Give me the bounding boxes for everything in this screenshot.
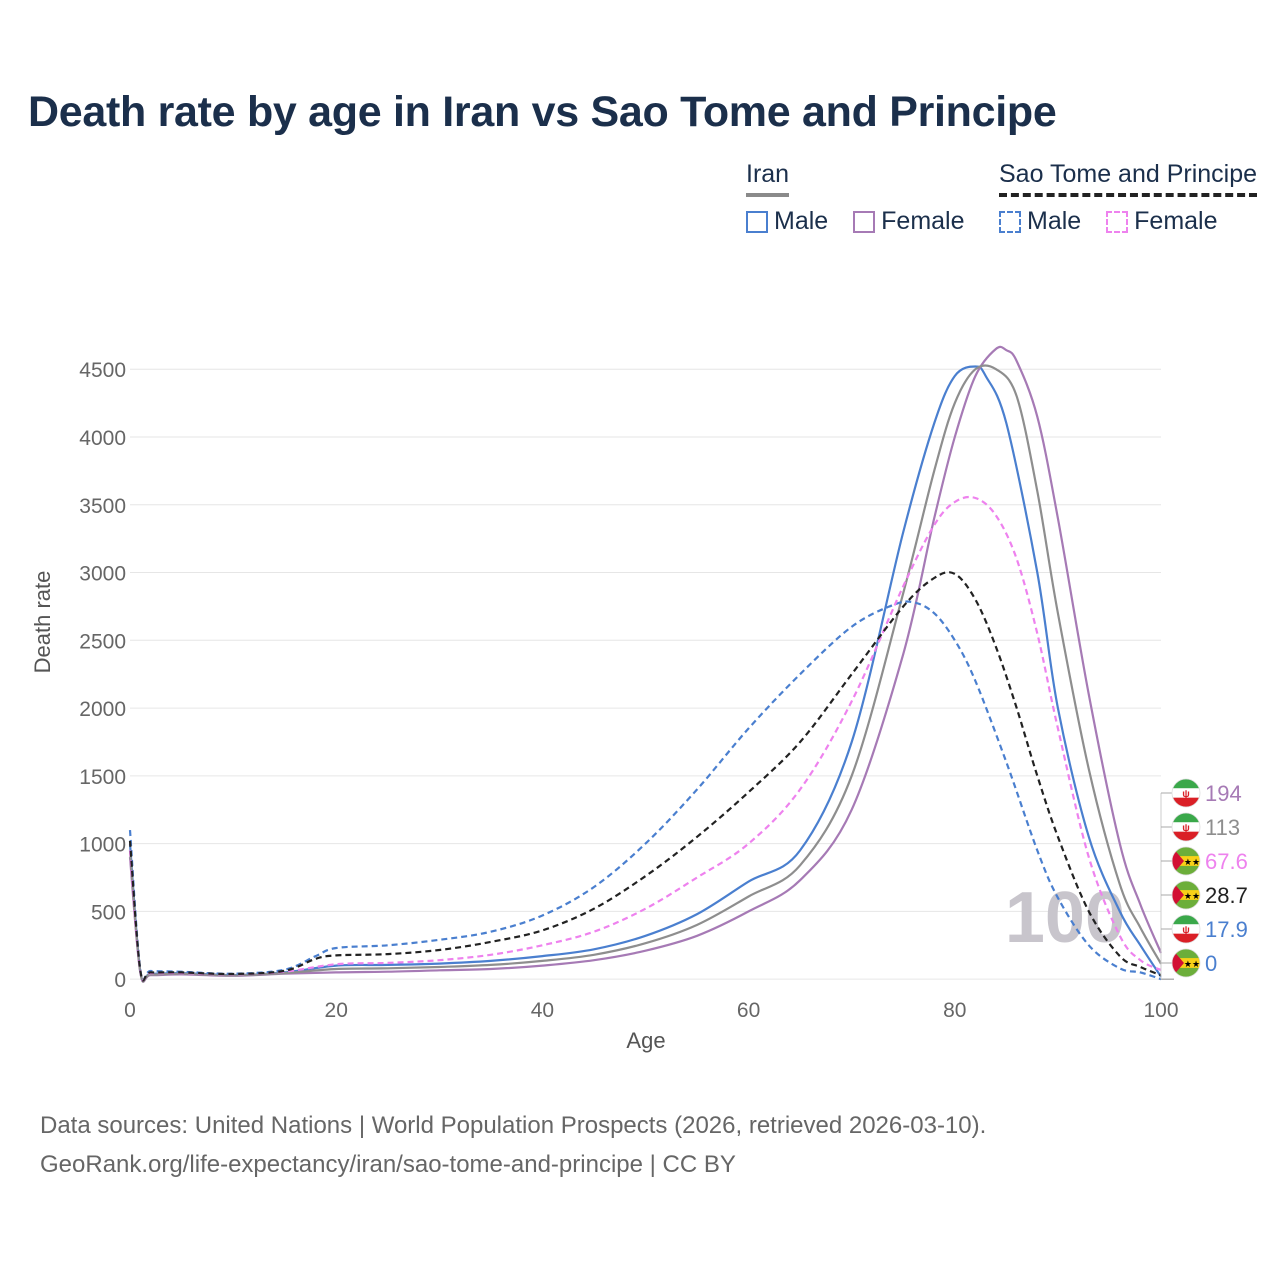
y-tick-label: 0 xyxy=(114,969,126,992)
legend-swatch xyxy=(1106,210,1129,233)
svg-text:ψ: ψ xyxy=(1182,823,1190,834)
x-tick-label: 60 xyxy=(737,999,760,1022)
footer: Data sources: United Nations | World Pop… xyxy=(40,1106,986,1184)
iran-flag-icon: ψ xyxy=(1171,914,1201,944)
legend-header-iran: Iran xyxy=(746,160,790,197)
x-tick-label: 0 xyxy=(124,999,136,1022)
x-axis-label: Age xyxy=(626,1028,665,1053)
legend-item-iran-female[interactable]: Female xyxy=(853,207,965,236)
y-tick-label: 4500 xyxy=(79,359,126,382)
y-tick-label: 4000 xyxy=(79,427,126,450)
series-line-iran-both xyxy=(128,364,1162,983)
end-value-label: 194 xyxy=(1205,781,1242,806)
y-tick-label: 2000 xyxy=(79,698,126,721)
sao-tome-flag-icon: ★★ xyxy=(1171,846,1201,876)
y-tick-label: 3500 xyxy=(79,495,126,518)
series-lines xyxy=(128,345,1163,983)
legend-header-stp: Sao Tome and Principe xyxy=(999,160,1258,197)
legend-swatch xyxy=(999,210,1021,233)
legend-group-stp: Sao Tome and Principe Male Female xyxy=(999,160,1258,240)
x-tick-label: 100 xyxy=(1143,999,1178,1022)
legend-label: Female xyxy=(1134,207,1218,235)
y-tick-label: 1500 xyxy=(79,766,126,789)
legend-item-iran-male[interactable]: Male xyxy=(746,207,828,236)
end-labels: ψ 194 ψ 113 ★★ 67.6 ★★ 28.7 ψ 17.9 ★★ 0 xyxy=(1160,778,1248,980)
legend-item-stp-female[interactable]: Female xyxy=(1106,207,1218,236)
legend-swatch xyxy=(853,210,876,233)
y-axis-label: Death rate xyxy=(30,571,55,674)
chart-title: Death rate by age in Iran vs Sao Tome an… xyxy=(28,88,1057,136)
footer-link[interactable]: GeoRank.org/life-expectancy/iran/sao-tom… xyxy=(40,1151,736,1178)
x-tick-label: 40 xyxy=(531,999,554,1022)
series-line-sao-tome-and-principe-female xyxy=(128,495,1162,982)
end-value-label: 17.9 xyxy=(1205,917,1248,942)
svg-text:ψ: ψ xyxy=(1182,925,1190,936)
series-line-sao-tome-and-principe-both xyxy=(128,571,1162,982)
end-value-label: 0 xyxy=(1205,951,1217,976)
x-ticks: 0 20 40 60 80 100 xyxy=(124,999,1178,1022)
svg-text:★★: ★★ xyxy=(1184,891,1200,901)
y-tick-label: 500 xyxy=(91,901,126,924)
x-tick-label: 20 xyxy=(325,999,348,1022)
legend-item-stp-male[interactable]: Male xyxy=(999,207,1081,236)
footer-sources: Data sources: United Nations | World Pop… xyxy=(40,1112,987,1139)
y-ticks: 0 500 1000 1500 2000 2500 3000 3500 4000 4500 xyxy=(79,359,126,992)
legend-group-iran: Iran Male Female xyxy=(746,160,983,240)
sao-tome-flag-icon: ★★ xyxy=(1171,880,1201,910)
end-value-label: 67.6 xyxy=(1205,849,1248,874)
legend-label: Male xyxy=(1027,207,1082,235)
x-tick-label: 80 xyxy=(943,999,966,1022)
iran-flag-icon: ψ xyxy=(1171,812,1201,842)
svg-text:★★: ★★ xyxy=(1184,959,1200,969)
iran-flag-icon: ψ xyxy=(1171,778,1201,808)
end-value-label: 113 xyxy=(1205,815,1240,840)
y-tick-label: 1000 xyxy=(79,834,126,857)
svg-text:ψ: ψ xyxy=(1182,789,1190,800)
age-watermark: 100 xyxy=(1005,878,1125,958)
legend-label: Male xyxy=(774,207,829,235)
legend-label: Female xyxy=(881,207,965,235)
svg-text:★★: ★★ xyxy=(1184,857,1200,867)
y-tick-label: 3000 xyxy=(79,563,126,586)
legend-swatch xyxy=(746,210,768,233)
sao-tome-flag-icon: ★★ xyxy=(1171,948,1201,978)
end-value-label: 28.7 xyxy=(1205,883,1248,908)
y-tick-label: 2500 xyxy=(79,630,126,653)
